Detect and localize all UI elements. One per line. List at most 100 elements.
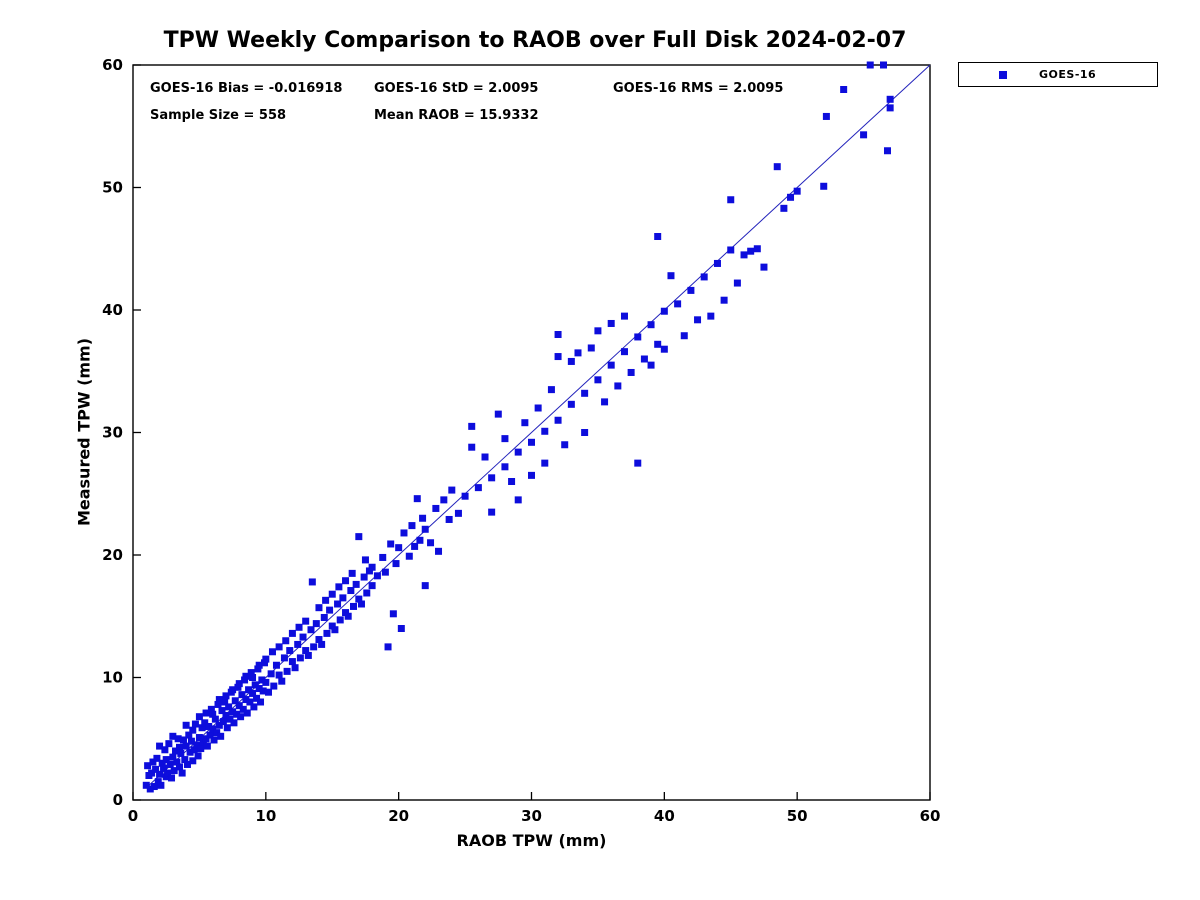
- data-point: [156, 742, 164, 750]
- data-point: [860, 131, 868, 139]
- data-point: [866, 61, 874, 69]
- data-point: [219, 718, 227, 726]
- data-point: [172, 747, 180, 755]
- data-point: [541, 427, 549, 435]
- data-point: [162, 756, 170, 764]
- data-point: [250, 703, 258, 711]
- data-point: [170, 767, 178, 775]
- y-tick-label: 60: [102, 56, 123, 74]
- data-point: [294, 640, 302, 648]
- data-point: [222, 692, 230, 700]
- data-point: [514, 496, 522, 504]
- data-point: [528, 438, 535, 446]
- data-point: [225, 703, 233, 711]
- data-point: [335, 583, 343, 591]
- data-point: [222, 711, 230, 719]
- data-point: [302, 647, 310, 655]
- data-point: [634, 459, 642, 467]
- data-point: [680, 332, 688, 340]
- data-point: [182, 721, 190, 729]
- data-point: [494, 410, 502, 418]
- data-point: [241, 676, 249, 684]
- data-point: [272, 661, 280, 669]
- data-point: [694, 316, 702, 324]
- data-point: [223, 724, 231, 732]
- data-point: [209, 725, 217, 733]
- data-point: [454, 509, 462, 517]
- data-point: [416, 536, 424, 544]
- data-point: [363, 589, 371, 597]
- data-point: [202, 735, 210, 743]
- data-point: [594, 376, 602, 384]
- data-point: [448, 486, 456, 494]
- data-point: [187, 737, 195, 745]
- data-point: [392, 560, 400, 568]
- annotation-bias: GOES-16 Bias = -0.016918: [150, 81, 343, 96]
- data-point: [234, 683, 242, 691]
- data-point: [270, 682, 278, 690]
- data-point: [177, 749, 185, 757]
- data-point: [654, 233, 662, 240]
- data-point: [258, 676, 266, 684]
- data-point: [221, 698, 229, 706]
- data-point: [310, 643, 318, 651]
- y-tick-label: 10: [102, 669, 123, 687]
- data-point: [247, 669, 255, 677]
- data-point: [674, 300, 682, 308]
- data-point: [405, 552, 413, 560]
- data-point: [205, 723, 213, 730]
- data-point: [787, 193, 795, 201]
- data-point: [880, 61, 888, 69]
- data-point: [190, 746, 198, 754]
- x-tick-label: 50: [787, 807, 808, 825]
- data-point: [195, 713, 203, 721]
- data-point: [397, 625, 405, 632]
- data-point: [144, 762, 152, 770]
- data-point: [198, 724, 206, 732]
- data-point: [707, 312, 715, 320]
- data-point: [153, 754, 161, 762]
- data-point: [262, 678, 270, 686]
- data-point: [259, 687, 267, 695]
- data-point: [384, 643, 392, 651]
- data-point: [886, 95, 894, 103]
- data-point: [347, 587, 355, 595]
- legend-label: GOES-16: [1039, 68, 1097, 81]
- y-tick-label: 30: [102, 424, 123, 442]
- data-point: [421, 582, 429, 590]
- data-point: [215, 696, 223, 704]
- data-point: [614, 382, 622, 390]
- data-point: [342, 609, 350, 617]
- x-axis-label: RAOB TPW (mm): [456, 831, 607, 850]
- data-point: [521, 419, 529, 427]
- data-point: [169, 753, 177, 761]
- data-point: [336, 616, 344, 624]
- data-point: [217, 732, 225, 740]
- data-point: [581, 429, 589, 436]
- data-point: [189, 726, 197, 734]
- data-point: [339, 594, 347, 602]
- data-point: [528, 471, 535, 479]
- data-point: [567, 400, 575, 408]
- data-point: [197, 745, 205, 753]
- data-point: [445, 515, 453, 523]
- data-point: [189, 757, 197, 765]
- data-point: [215, 721, 223, 729]
- data-point: [760, 263, 768, 271]
- data-point: [488, 508, 496, 516]
- data-point: [235, 702, 243, 710]
- data-point: [157, 781, 165, 789]
- data-point: [243, 709, 251, 717]
- data-point: [242, 672, 250, 680]
- data-point: [534, 404, 542, 412]
- data-point: [154, 778, 162, 786]
- x-tick-label: 30: [521, 807, 542, 825]
- data-point: [261, 659, 269, 667]
- data-point: [246, 698, 254, 706]
- data-point: [275, 671, 283, 679]
- data-point: [156, 770, 164, 778]
- data-point: [820, 182, 828, 190]
- data-point: [304, 651, 312, 659]
- data-point: [233, 710, 241, 718]
- data-point: [352, 580, 360, 588]
